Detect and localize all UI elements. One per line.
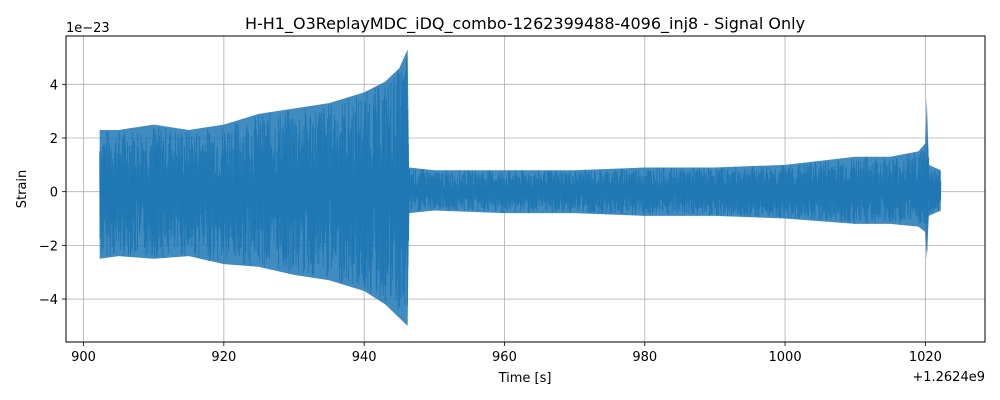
x-axis-label: Time [s] [498, 371, 552, 386]
x-tick-label: 900 [71, 350, 96, 365]
chart-title: H-H1_O3ReplayMDC_iDQ_combo-1262399488-40… [245, 14, 805, 34]
x-tick-label: 940 [352, 350, 377, 365]
y-scale-label: 1e−23 [66, 21, 110, 36]
y-tick-label: −4 [39, 293, 58, 308]
x-tick-label: 980 [632, 350, 657, 365]
y-tick-label: 2 [50, 132, 58, 147]
axis-ticks: 900 920 940 960 980 1000 1020 −4 −2 0 2 4 [39, 78, 942, 365]
plot-frame [65, 35, 986, 343]
strain-series [99, 49, 942, 326]
y-tick-label: 0 [50, 186, 58, 201]
x-offset-label: +1.2624e9 [912, 370, 985, 385]
x-tick-label: 1020 [909, 350, 942, 365]
signal-line [99, 56, 942, 309]
y-tick-label: −2 [39, 239, 58, 254]
y-tick-label: 4 [50, 78, 58, 93]
x-tick-label: 960 [492, 350, 517, 365]
y-axis-label: Strain [15, 170, 30, 209]
x-tick-label: 920 [211, 350, 236, 365]
x-tick-label: 1000 [769, 350, 802, 365]
